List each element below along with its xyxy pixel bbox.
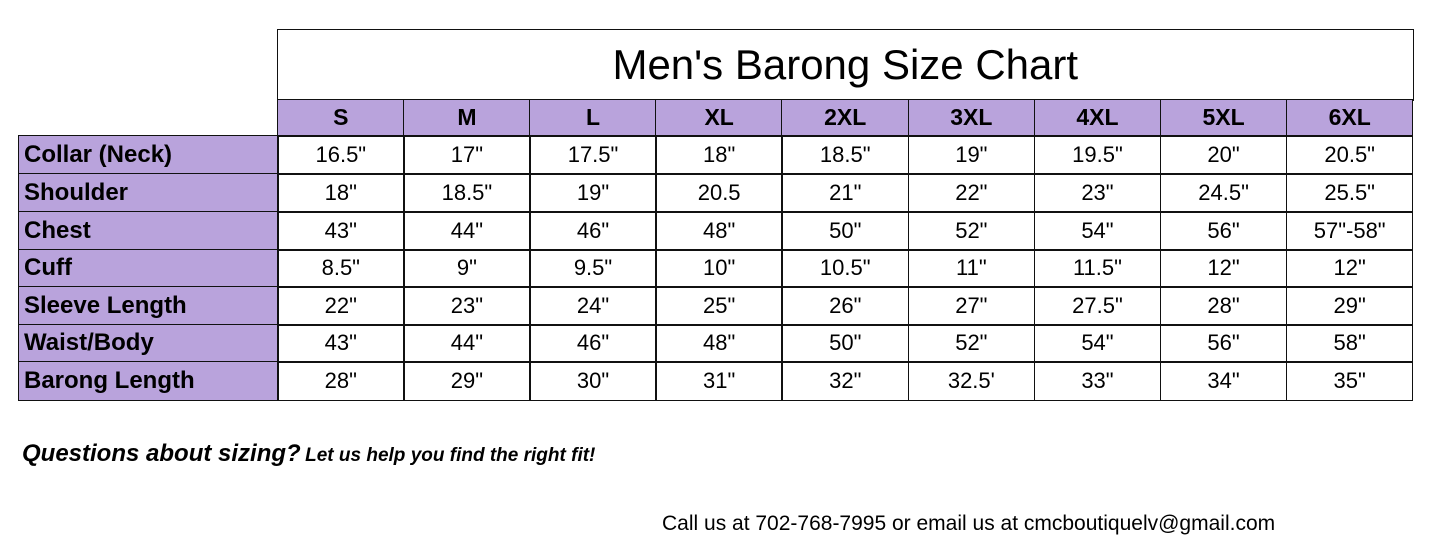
table-cell: 16.5" xyxy=(277,135,405,175)
table-cell: 33" xyxy=(1033,361,1162,401)
table-cell: 27.5" xyxy=(1033,286,1162,326)
row-label: Barong Length xyxy=(18,361,279,401)
table-cell: 32.5' xyxy=(907,361,1036,401)
table-cell: 19.5" xyxy=(1033,135,1162,175)
table-cell: 18" xyxy=(277,173,405,213)
table-cell: 52" xyxy=(907,324,1036,363)
table-cell: 34" xyxy=(1159,361,1288,401)
table-cell: 17" xyxy=(403,135,531,175)
table-cell: 56" xyxy=(1159,324,1288,363)
table-cell: 25" xyxy=(655,286,783,326)
row-label: Chest xyxy=(18,211,279,251)
table-cell: 10.5" xyxy=(781,249,910,288)
table-cell: 19" xyxy=(907,135,1036,175)
row-label: Shoulder xyxy=(18,173,279,213)
table-cell: 28" xyxy=(1159,286,1288,326)
size-header-s: S xyxy=(277,99,405,137)
table-cell: 12" xyxy=(1159,249,1288,288)
table-cell: 24" xyxy=(529,286,657,326)
table-cell: 10" xyxy=(655,249,783,288)
table-cell: 23" xyxy=(1033,173,1162,213)
table-cell: 44" xyxy=(403,324,531,363)
table-cell: 24.5" xyxy=(1159,173,1288,213)
table-cell: 22" xyxy=(907,173,1036,213)
table-cell: 46" xyxy=(529,211,657,251)
table-cell: 26" xyxy=(781,286,910,326)
size-header-3xl: 3XL xyxy=(907,99,1036,137)
table-cell: 9" xyxy=(403,249,531,288)
table-cell: 56" xyxy=(1159,211,1288,251)
table-cell: 54" xyxy=(1033,211,1162,251)
table-cell: 58" xyxy=(1285,324,1414,363)
table-cell: 52" xyxy=(907,211,1036,251)
table-cell: 32" xyxy=(781,361,910,401)
table-cell: 48" xyxy=(655,324,783,363)
table-cell: 54" xyxy=(1033,324,1162,363)
table-cell: 50" xyxy=(781,211,910,251)
table-cell: 8.5" xyxy=(277,249,405,288)
size-header-xl: XL xyxy=(655,99,783,137)
size-header-4xl: 4XL xyxy=(1033,99,1162,137)
table-cell: 48" xyxy=(655,211,783,251)
row-label: Collar (Neck) xyxy=(18,135,279,175)
table-cell: 35" xyxy=(1285,361,1414,401)
table-cell: 29" xyxy=(403,361,531,401)
table-cell: 18.5" xyxy=(403,173,531,213)
question-text: Questions about sizing? xyxy=(22,440,301,467)
table-cell: 17.5" xyxy=(529,135,657,175)
table-cell: 11.5" xyxy=(1033,249,1162,288)
table-cell: 29" xyxy=(1285,286,1414,326)
table-cell: 19" xyxy=(529,173,657,213)
table-cell: 22" xyxy=(277,286,405,326)
size-header-5xl: 5XL xyxy=(1159,99,1288,137)
table-cell: 50" xyxy=(781,324,910,363)
size-header-m: M xyxy=(403,99,531,137)
table-cell: 23" xyxy=(403,286,531,326)
row-label: Cuff xyxy=(18,249,279,288)
help-text: Let us help you find the right fit! xyxy=(305,445,596,466)
table-cell: 27" xyxy=(907,286,1036,326)
size-header-6xl: 6XL xyxy=(1285,99,1414,137)
table-cell: 25.5" xyxy=(1285,173,1414,213)
table-cell: 21" xyxy=(781,173,910,213)
table-cell: 57"-58" xyxy=(1285,211,1414,251)
table-cell: 11" xyxy=(907,249,1036,288)
page-title: Men's Barong Size Chart xyxy=(277,29,1414,101)
size-header-2xl: 2XL xyxy=(781,99,910,137)
table-cell: 18" xyxy=(655,135,783,175)
table-cell: 20.5" xyxy=(1285,135,1414,175)
sizing-question: Questions about sizing? Let us help you … xyxy=(22,440,595,468)
table-cell: 30" xyxy=(529,361,657,401)
table-cell: 31" xyxy=(655,361,783,401)
table-cell: 20" xyxy=(1159,135,1288,175)
table-cell: 28" xyxy=(277,361,405,401)
contact-info: Call us at 702-768-7995 or email us at c… xyxy=(662,512,1276,535)
table-cell: 44" xyxy=(403,211,531,251)
size-header-l: L xyxy=(529,99,657,137)
table-cell: 46" xyxy=(529,324,657,363)
table-cell: 43" xyxy=(277,324,405,363)
row-label: Sleeve Length xyxy=(18,286,279,326)
table-cell: 12" xyxy=(1285,249,1414,288)
table-cell: 18.5" xyxy=(781,135,910,175)
table-cell: 9.5" xyxy=(529,249,657,288)
table-cell: 20.5 xyxy=(655,173,783,213)
row-label: Waist/Body xyxy=(18,324,279,363)
table-cell: 43" xyxy=(277,211,405,251)
